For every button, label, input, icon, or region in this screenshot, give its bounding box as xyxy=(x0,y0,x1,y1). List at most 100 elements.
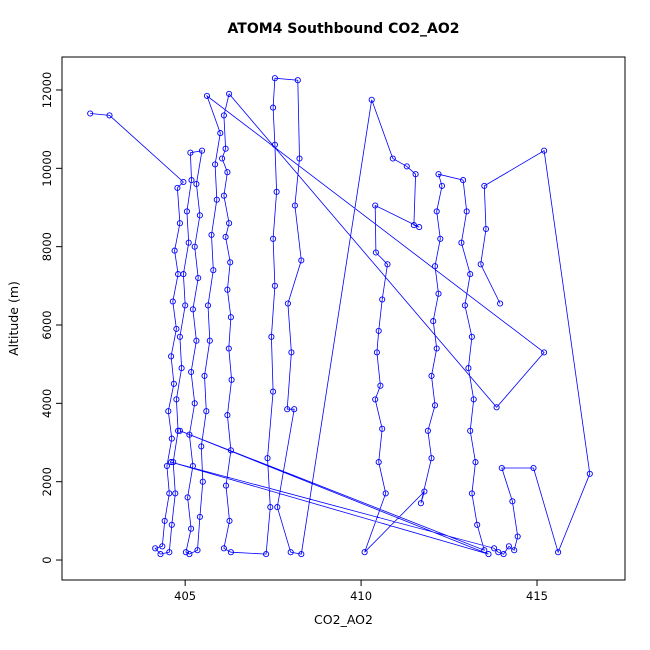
data-point-marker xyxy=(438,182,446,189)
data-point-marker xyxy=(421,488,428,495)
data-point-marker xyxy=(435,171,442,178)
data-point-marker xyxy=(530,464,537,472)
data-point-marker xyxy=(193,337,200,344)
data-point-marker xyxy=(271,282,278,289)
data-point-marker xyxy=(291,406,298,413)
data-point-marker xyxy=(460,177,467,184)
data-point-marker xyxy=(185,239,192,246)
data-point-marker xyxy=(430,318,437,325)
data-point-marker xyxy=(428,455,435,462)
data-point-marker xyxy=(173,396,180,403)
data-point-marker xyxy=(199,478,206,485)
data-point-marker xyxy=(175,427,182,434)
data-point-marker xyxy=(264,455,271,462)
data-point-marker xyxy=(270,388,277,395)
data-point-marker xyxy=(220,192,227,199)
series-line xyxy=(90,77,591,555)
data-point-marker xyxy=(465,365,472,372)
data-point-marker xyxy=(201,372,208,379)
data-point-marker xyxy=(463,208,470,215)
data-point-marker xyxy=(106,112,113,119)
data-point-marker xyxy=(161,517,168,524)
data-point-marker xyxy=(224,286,231,293)
data-point-marker xyxy=(541,349,548,356)
data-point-marker xyxy=(433,208,440,215)
data-point-marker xyxy=(468,490,475,497)
data-point-marker xyxy=(495,549,502,556)
data-point-marker xyxy=(284,300,291,307)
data-point-marker xyxy=(368,96,375,103)
data-point-marker xyxy=(375,327,382,334)
data-point-marker xyxy=(203,92,211,99)
data-point-marker xyxy=(270,235,277,242)
y-tick-label: 4000 xyxy=(40,389,54,418)
data-point-marker xyxy=(198,443,205,450)
data-point-marker xyxy=(171,247,178,254)
y-axis-label: Altitude (m) xyxy=(6,281,21,356)
data-point-marker xyxy=(174,184,181,191)
data-point-marker xyxy=(225,345,232,352)
data-point-marker xyxy=(470,396,477,403)
data-point-marker xyxy=(184,494,191,501)
data-point-marker xyxy=(431,402,439,409)
data-point-marker xyxy=(485,551,492,558)
x-axis: 405 410 415 xyxy=(174,580,548,603)
data-point-marker xyxy=(220,112,227,119)
data-point-marker xyxy=(467,271,474,278)
data-point-marker xyxy=(291,202,298,209)
data-point-marker xyxy=(467,427,474,434)
data-point-marker xyxy=(180,178,187,186)
data-point-marker xyxy=(213,196,220,203)
data-point-marker xyxy=(186,431,193,438)
data-point-marker xyxy=(514,533,521,540)
data-point-marker xyxy=(189,306,196,313)
y-tick-label: 8000 xyxy=(40,232,54,261)
data-point-marker xyxy=(227,447,234,454)
data-point-marker xyxy=(377,382,384,389)
data-point-marker xyxy=(210,267,217,274)
data-point-marker xyxy=(195,274,202,282)
data-point-marker xyxy=(227,314,234,321)
data-point-marker xyxy=(412,171,419,178)
data-point-marker xyxy=(372,249,379,256)
y-tick-label: 6000 xyxy=(40,310,54,339)
data-point-marker xyxy=(227,259,234,266)
data-point-marker xyxy=(361,549,368,556)
data-point-marker xyxy=(226,220,233,227)
data-point-marker xyxy=(268,333,275,340)
data-point-marker xyxy=(191,243,198,250)
data-point-marker xyxy=(379,296,386,303)
data-point-marker xyxy=(165,408,172,415)
data-point-marker xyxy=(222,145,229,152)
data-point-marker xyxy=(384,261,391,268)
data-point-marker xyxy=(375,459,382,466)
data-point-marker xyxy=(168,459,175,466)
data-point-marker xyxy=(198,147,206,154)
data-point-marker xyxy=(294,77,301,84)
data-point-marker xyxy=(509,498,516,505)
data-point-marker xyxy=(193,180,200,188)
x-tick-label: 405 xyxy=(174,589,196,603)
data-point-marker xyxy=(271,141,278,148)
data-point-marker xyxy=(271,75,278,82)
data-point-marker xyxy=(403,163,410,170)
data-point-marker xyxy=(424,427,431,434)
data-point-marker xyxy=(176,220,183,227)
data-point-marker xyxy=(416,224,423,231)
data-point-marker xyxy=(437,235,444,242)
data-point-marker xyxy=(157,551,164,558)
data-point-marker xyxy=(176,333,183,340)
y-axis: 0 2000 4000 6000 8000 10000 12000 xyxy=(40,72,62,564)
data-point-marker xyxy=(417,500,424,507)
data-point-marker xyxy=(505,543,512,550)
data-point-marker xyxy=(194,547,201,554)
data-point-marker xyxy=(481,182,488,189)
data-point-marker xyxy=(461,302,468,309)
data-point-marker xyxy=(170,380,177,387)
data-point-marker xyxy=(87,110,94,117)
data-point-marker xyxy=(168,521,175,528)
data-point-marker xyxy=(212,161,219,168)
data-point-marker xyxy=(203,408,210,415)
data-point-marker xyxy=(178,365,185,372)
